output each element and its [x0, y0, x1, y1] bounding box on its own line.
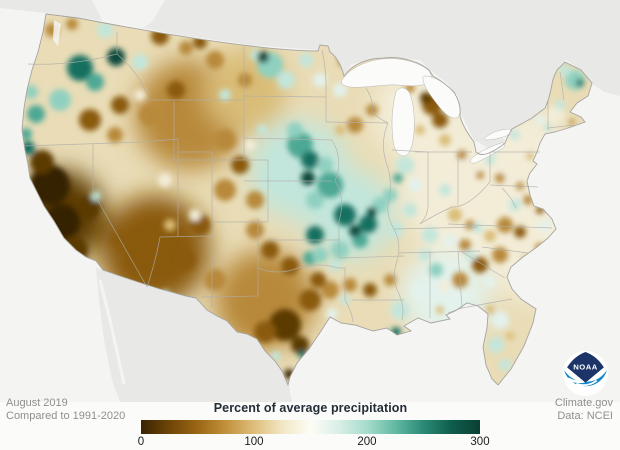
lake-huron-shape [422, 75, 461, 119]
great-lakes [341, 58, 513, 164]
period-label: August 2019 [6, 397, 68, 409]
legend-tick-0: 0 [137, 436, 145, 448]
legend-tick-labels: 0 100 200 300 [137, 436, 490, 450]
credits: Climate.gov Data: NCEI [555, 397, 613, 423]
credit-source: Data: NCEI [557, 410, 613, 422]
precipitation-feature-blobs [22, 18, 585, 379]
legend-tick-100: 100 [244, 436, 264, 448]
us-precipitation-map [0, 0, 620, 402]
legend-colorbar [141, 420, 480, 434]
seagull-wing-icon [575, 379, 598, 387]
mexico-landmass [96, 268, 292, 402]
legend-title: Percent of average precipitation [213, 401, 408, 415]
map-caption: August 2019 Compared to 1991-2020 [6, 397, 125, 423]
state-borders [23, 32, 575, 323]
gulf-of-california [98, 279, 126, 385]
lake-michigan-shape [391, 87, 415, 157]
legend-tick-200: 200 [357, 436, 377, 448]
legend-tick-300: 300 [470, 436, 490, 448]
noaa-logo: NOAA [563, 351, 608, 396]
baseline-label: Compared to 1991-2020 [6, 410, 126, 422]
credit-site: Climate.gov [554, 397, 613, 409]
canada-landmass [0, 0, 620, 148]
canada-mountain-highlight [92, 0, 165, 38]
lake-erie-shape [470, 142, 505, 164]
noaa-logo-text: NOAA [573, 362, 598, 371]
puget-sound-shape [53, 20, 61, 46]
